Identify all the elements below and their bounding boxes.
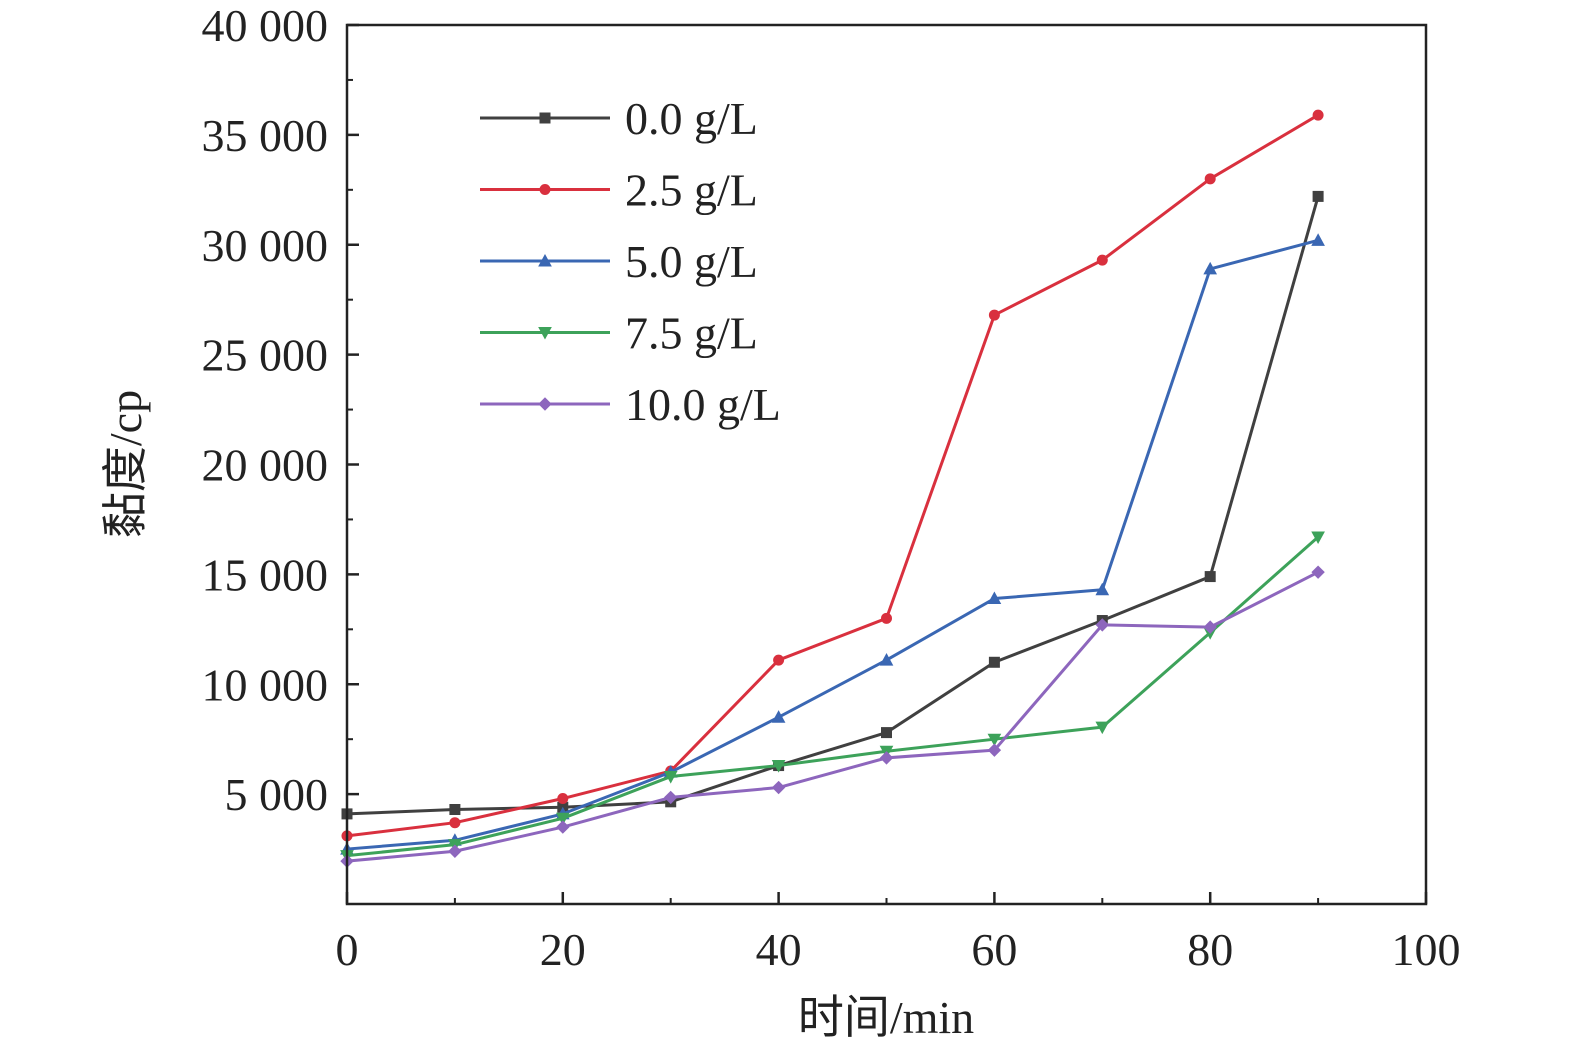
legend-marker — [539, 184, 551, 195]
data-point — [987, 733, 1002, 747]
data-point — [771, 710, 786, 723]
y-tick-label: 40 000 — [202, 0, 329, 51]
legend-marker — [538, 253, 552, 267]
data-point — [663, 790, 678, 805]
data-point — [881, 727, 892, 739]
data-point — [663, 771, 678, 784]
data-point — [1204, 173, 1216, 185]
legend-item: 0.0 g/L — [480, 93, 758, 144]
data-point — [988, 656, 1000, 668]
legend-label: 10.0 g/L — [625, 379, 781, 430]
legend-label: 0.0 g/L — [625, 93, 758, 144]
legend-label: 5.0 g/L — [625, 236, 758, 287]
x-tick-label: 60 — [971, 924, 1017, 975]
y-tick-label: 15 000 — [202, 549, 329, 600]
data-point — [1311, 531, 1325, 545]
data-point — [879, 653, 894, 666]
x-tick-label: 20 — [540, 924, 586, 975]
legend-label: 2.5 g/L — [625, 165, 758, 216]
y-tick-label: 5 000 — [225, 769, 329, 820]
ticks-layer: 0 20 40 60 80 100 5 000 10 000 15 000 20 000 25 00… — [202, 0, 1461, 975]
x-axis-label: 时间/min — [798, 992, 974, 1043]
y-tick-label: 30 000 — [202, 220, 329, 271]
series-4 — [340, 565, 1325, 868]
series-2 — [340, 233, 1325, 855]
data-point — [1096, 254, 1108, 266]
data-point — [448, 844, 462, 858]
data-point — [449, 804, 461, 816]
data-point — [988, 309, 1000, 321]
legend-item: 5.0 g/L — [480, 236, 758, 287]
x-tick-label: 0 — [336, 924, 359, 975]
data-point — [771, 780, 786, 795]
x-tick-label: 80 — [1187, 924, 1233, 975]
legend-item: 10.0 g/L — [480, 379, 781, 430]
data-point — [449, 817, 461, 829]
legend-marker — [539, 112, 551, 124]
y-tick-label: 35 000 — [202, 110, 329, 161]
legend: 0.0 g/L 2.5 g/L 5.0 g/L 7.5 g/L 10.0 g/L — [480, 93, 781, 430]
series-layer — [340, 109, 1325, 868]
y-tick-label: 25 000 — [202, 330, 329, 381]
legend-marker — [538, 327, 552, 340]
legend-label: 7.5 g/L — [625, 308, 758, 359]
data-point — [771, 760, 786, 773]
series-0 — [341, 190, 1324, 820]
series-line — [346, 238, 1319, 851]
x-tick-label: 40 — [756, 924, 802, 975]
data-point — [1312, 190, 1324, 202]
data-point — [987, 591, 1002, 605]
data-point — [1203, 261, 1218, 275]
x-tick-label: 100 — [1392, 924, 1461, 975]
data-point — [556, 820, 570, 834]
series-line — [346, 570, 1319, 863]
series-line — [346, 535, 1320, 858]
data-point — [1311, 233, 1325, 246]
data-point — [1312, 109, 1324, 121]
data-point — [1204, 571, 1216, 583]
data-point — [773, 654, 785, 666]
data-point — [555, 812, 570, 826]
data-point — [1311, 565, 1325, 579]
data-point — [1095, 618, 1110, 632]
y-tick-label: 10 000 — [202, 659, 329, 710]
plot-frame — [345, 23, 1428, 906]
y-tick-label: 20 000 — [202, 440, 329, 491]
data-point — [881, 612, 892, 624]
series-line — [346, 113, 1319, 838]
y-axis-label: 黏度/cp — [100, 390, 151, 538]
series-line — [346, 195, 1320, 816]
legend-marker — [538, 397, 552, 411]
data-point — [987, 743, 1002, 757]
series-3 — [340, 531, 1325, 863]
series-1 — [341, 109, 1324, 842]
data-point — [1203, 620, 1217, 634]
legend-item: 2.5 g/L — [480, 165, 758, 216]
data-point — [879, 751, 894, 765]
legend-item: 7.5 g/L — [480, 308, 758, 359]
data-point — [1095, 721, 1110, 735]
data-point — [557, 793, 569, 805]
data-point — [1095, 582, 1110, 596]
